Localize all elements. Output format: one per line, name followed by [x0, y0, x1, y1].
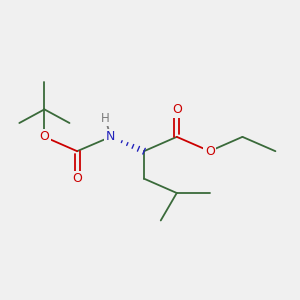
Text: O: O: [40, 130, 49, 143]
Text: O: O: [72, 172, 82, 185]
Text: O: O: [205, 145, 215, 158]
Text: O: O: [172, 103, 182, 116]
Text: N: N: [106, 130, 115, 143]
Text: H: H: [101, 112, 110, 125]
